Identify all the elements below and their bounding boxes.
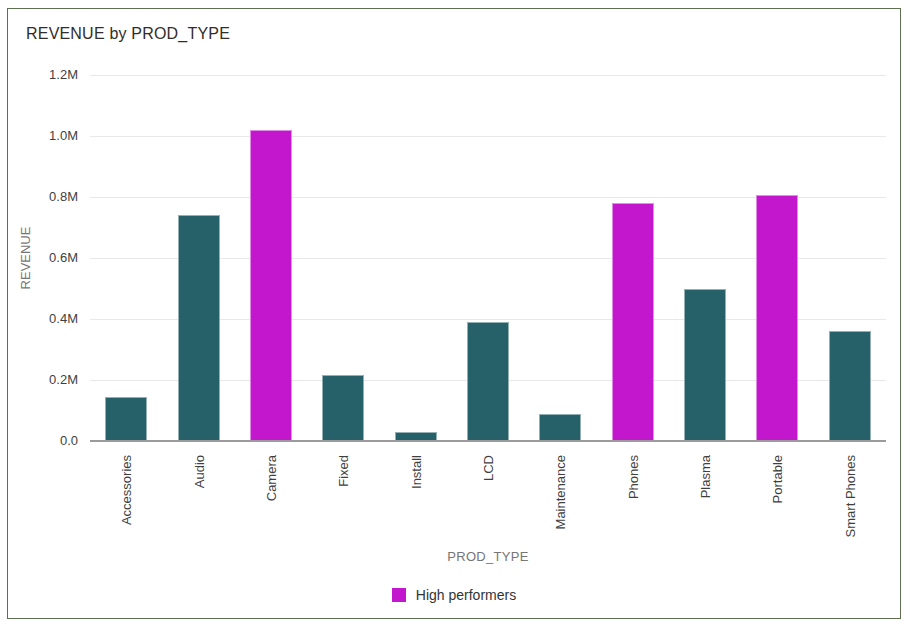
x-tick-labels: Accessories Audio Camera Fixed Install LCD Mai… xyxy=(90,447,886,551)
x-tick-label: Maintenance xyxy=(553,455,568,529)
x-tick-label: LCD xyxy=(481,455,496,481)
bar-maintenance[interactable] xyxy=(539,414,581,441)
bar-cell-camera xyxy=(235,75,307,441)
x-axis-line xyxy=(90,440,886,442)
bar-cell-portable xyxy=(741,75,813,441)
x-tick-label: Portable xyxy=(770,455,785,503)
bar-cell-phones xyxy=(597,75,669,441)
x-tick-label: Accessories xyxy=(119,455,134,525)
y-tick-label: 0.4M xyxy=(18,311,78,327)
y-tick-label: 1.2M xyxy=(18,67,78,83)
bar-cell-fixed xyxy=(307,75,379,441)
chart-card: REVENUE by PROD_TYPE REVENUE 1.2M1.0M0.8… xyxy=(7,8,901,619)
bar-cell-smart-phones xyxy=(814,75,886,441)
bar-lcd[interactable] xyxy=(467,322,509,441)
bar-cell-install xyxy=(379,75,451,441)
bar-portable[interactable] xyxy=(756,195,798,441)
x-label-cell-smart-phones: Smart Phones xyxy=(814,447,886,551)
bar-fixed[interactable] xyxy=(322,375,364,441)
y-tick-label: 0.6M xyxy=(18,250,78,266)
chart-title: REVENUE by PROD_TYPE xyxy=(26,25,230,43)
x-label-cell-camera: Camera xyxy=(235,447,307,551)
y-tick-label: 1.0M xyxy=(18,128,78,144)
x-label-cell-maintenance: Maintenance xyxy=(524,447,596,551)
bar-cell-plasma xyxy=(669,75,741,441)
bar-cell-audio xyxy=(162,75,234,441)
bar-cell-accessories xyxy=(90,75,162,441)
bar-cell-maintenance xyxy=(524,75,596,441)
x-label-cell-phones: Phones xyxy=(597,447,669,551)
x-tick-label: Phones xyxy=(626,455,641,499)
x-label-cell-audio: Audio xyxy=(162,447,234,551)
x-tick-label: Smart Phones xyxy=(843,455,858,537)
y-tick-label: 0.2M xyxy=(18,372,78,388)
x-tick-label: Plasma xyxy=(698,455,713,498)
x-label-cell-lcd: LCD xyxy=(452,447,524,551)
x-tick-label: Install xyxy=(409,455,424,489)
bar-smart-phones[interactable] xyxy=(829,331,871,441)
legend-swatch-high-performers xyxy=(392,588,406,602)
legend: High performers xyxy=(8,587,900,603)
y-tick-label: 0.8M xyxy=(18,189,78,205)
x-label-cell-accessories: Accessories xyxy=(90,447,162,551)
bar-audio[interactable] xyxy=(178,215,220,441)
x-label-cell-plasma: Plasma xyxy=(669,447,741,551)
bar-camera[interactable] xyxy=(250,130,292,441)
x-tick-label: Fixed xyxy=(336,455,351,487)
bar-phones[interactable] xyxy=(612,203,654,441)
legend-label[interactable]: High performers xyxy=(416,587,516,603)
x-tick-label: Audio xyxy=(192,455,207,488)
x-label-cell-portable: Portable xyxy=(741,447,813,551)
y-tick-label: 0.0 xyxy=(18,433,78,449)
bars-row xyxy=(90,75,886,441)
x-label-cell-install: Install xyxy=(379,447,451,551)
x-axis-title: PROD_TYPE xyxy=(90,549,886,564)
bar-accessories[interactable] xyxy=(105,397,147,441)
plot-area: 1.2M1.0M0.8M0.6M0.4M0.2M0.0 xyxy=(90,75,886,441)
x-label-cell-fixed: Fixed xyxy=(307,447,379,551)
x-tick-label: Camera xyxy=(264,455,279,501)
bar-plasma[interactable] xyxy=(684,289,726,442)
bar-cell-lcd xyxy=(452,75,524,441)
